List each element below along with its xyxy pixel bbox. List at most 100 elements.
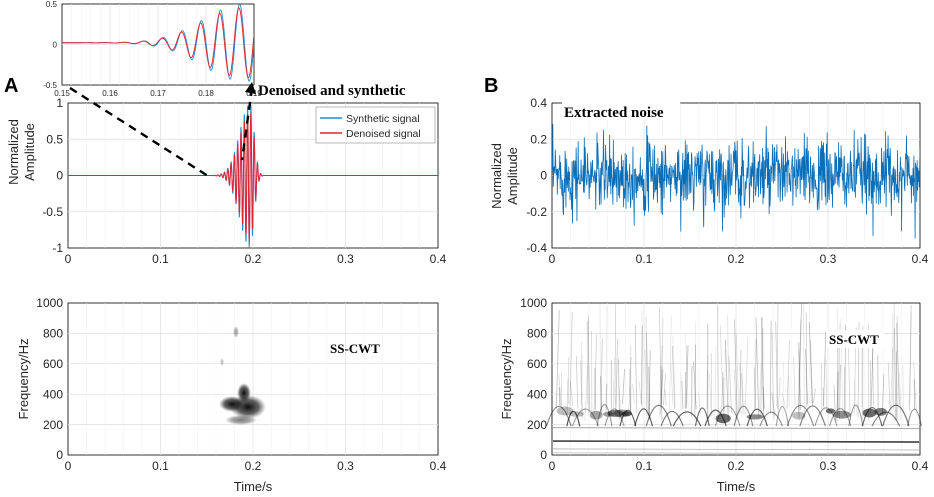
- spectral-streak: [805, 348, 809, 405]
- spectral-arch: [746, 408, 768, 427]
- spectral-streak: [664, 389, 667, 406]
- spectral-blob: [833, 410, 851, 419]
- x-tick-label: 0.17: [150, 89, 166, 98]
- energy-blob: [225, 415, 257, 425]
- spectral-streak: [714, 347, 717, 420]
- spectral-streak: [798, 342, 801, 410]
- energy-blob: [237, 383, 251, 403]
- spectral-streak: [587, 320, 591, 411]
- legend-entry-denoised: Denoised signal: [346, 128, 421, 140]
- spectral-streak: [599, 303, 601, 416]
- spectral-streak: [871, 339, 874, 406]
- spectral-streak: [693, 361, 697, 410]
- spectral-arch: [861, 406, 883, 427]
- x-tick-label: 0.4: [430, 252, 447, 266]
- chart-title: SS-CWT: [330, 341, 380, 356]
- spectral-arch: [645, 404, 672, 427]
- spectral-arch: [660, 410, 684, 427]
- spectral-streak: [580, 341, 583, 418]
- y-tick-label: -0.4: [526, 241, 547, 255]
- spectral-arch: [814, 407, 838, 427]
- x-tick-label: 0.2: [728, 459, 745, 473]
- spectral-blob: [556, 406, 574, 416]
- spectral-streak: [584, 366, 589, 422]
- spectral-streak: [645, 316, 648, 416]
- spectral-blob: [715, 413, 731, 424]
- spectral-streak: [833, 384, 836, 421]
- spectral-streak: [887, 362, 891, 409]
- energy-blob: [233, 326, 239, 338]
- spectral-streak: [605, 383, 608, 410]
- spectral-streak: [672, 336, 676, 409]
- spectral-streak: [659, 345, 663, 417]
- spectral-streak: [741, 372, 744, 414]
- y-tick-label: 800: [43, 327, 63, 341]
- spectral-streak: [724, 349, 726, 412]
- spectral-band: [552, 427, 920, 430]
- spectral-streak: [618, 385, 622, 421]
- spectral-streak: [628, 357, 632, 412]
- x-tick-label: 0.4: [430, 459, 447, 473]
- spectral-streak: [580, 360, 583, 419]
- spectral-streak: [825, 359, 828, 412]
- y-tick-label: 0.5: [46, 132, 63, 146]
- spectral-blob: [602, 411, 615, 417]
- x-tick-label: 0.3: [820, 459, 837, 473]
- spectral-streak: [739, 362, 742, 417]
- spectral-streak: [685, 346, 688, 415]
- grid: [68, 303, 438, 455]
- spectral-band: [552, 448, 920, 451]
- spectral-streak: [694, 344, 696, 419]
- spectral-streak: [777, 376, 781, 416]
- zoom-arrowhead-icon: [245, 82, 256, 94]
- spectral-streak: [622, 368, 626, 404]
- tick-labels: 0 0.1 0.2 0.3 0.4 -0.4 -0.2 0 0.2 0.4: [526, 96, 928, 266]
- y-tick-label: 600: [43, 357, 63, 371]
- spectral-streak: [594, 368, 597, 410]
- spectral-streak: [728, 356, 732, 413]
- chart-title: Denoised and synthetic: [258, 83, 406, 99]
- tick-labels: 0 0.1 0.2 0.3 0.4 -1 -0.5 0 0.5 1: [42, 96, 446, 266]
- spectral-streak: [605, 305, 608, 421]
- spectral-streak: [566, 379, 569, 416]
- zoom-connector-right: [240, 87, 254, 161]
- y-tick-label: 1000: [36, 296, 63, 310]
- chart-title: Extracted noise: [564, 105, 664, 121]
- y-tick-label: 200: [527, 418, 547, 432]
- y-tick-label: 400: [527, 387, 547, 401]
- y-tick-label: 600: [527, 357, 547, 371]
- spectral-streak: [771, 331, 775, 420]
- spectral-streak: [822, 387, 825, 410]
- spectral-streak: [739, 349, 742, 414]
- spectral-streak: [899, 374, 902, 421]
- inset-grid: [62, 4, 254, 85]
- chart-title: SS-CWT: [829, 332, 879, 347]
- spectral-streak: [836, 371, 839, 422]
- spectral-arch: [596, 403, 613, 427]
- spectral-streak: [760, 316, 763, 417]
- y-axis-label-line2: Amplitude: [505, 147, 520, 205]
- spectral-streak: [810, 340, 814, 406]
- spectral-band: [552, 452, 920, 455]
- y-tick-label: -0.5: [42, 205, 63, 219]
- spectral-streak: [629, 369, 631, 415]
- title-backdrop: [562, 100, 680, 120]
- spectral-arch: [545, 405, 572, 427]
- spectral-streak: [758, 363, 762, 417]
- spectral-streak: [894, 328, 897, 420]
- x-tick-label: 0.1: [152, 459, 169, 473]
- legend: Synthetic signal Denoised signal: [315, 106, 436, 144]
- spectral-streak: [660, 367, 663, 405]
- spectral-streak: [913, 362, 917, 414]
- legend-entry-synthetic: Synthetic signal: [346, 113, 420, 125]
- x-tick-label: 0.18: [198, 89, 214, 98]
- spectral-blob: [862, 408, 877, 418]
- spectral-streak: [781, 393, 786, 407]
- spectral-arch: [634, 408, 653, 427]
- title-backdrop: [826, 330, 884, 348]
- spectral-streak: [837, 344, 839, 418]
- grid: [552, 303, 920, 455]
- spectral-streak: [615, 338, 618, 415]
- spectral-streak: [793, 357, 796, 406]
